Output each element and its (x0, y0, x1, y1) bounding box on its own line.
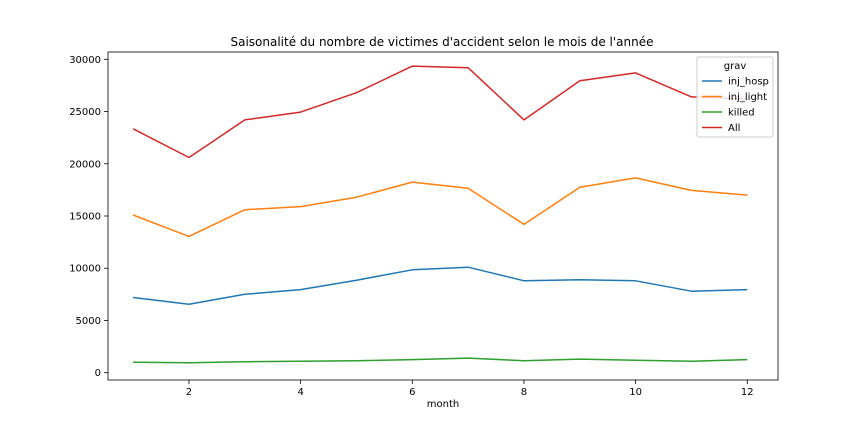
x-tick-label: 8 (521, 387, 527, 398)
x-axis-label: month (427, 399, 459, 410)
y-tick-label: 0 (95, 368, 101, 379)
y-tick-label: 20000 (69, 159, 101, 170)
x-tick-label: 12 (741, 387, 754, 398)
x-tick-label: 10 (629, 387, 642, 398)
series-line-killed (133, 357, 748, 364)
x-tick-label: 2 (186, 387, 192, 398)
series-layer (132, 65, 748, 364)
x-tick-label: 4 (297, 387, 303, 398)
legend-entry: All (728, 123, 740, 134)
y-tick-label: 15000 (69, 212, 101, 223)
series-line-inj-light (132, 177, 748, 238)
x-tick-label: 6 (409, 387, 415, 398)
legend-entry: inj_hosp (728, 77, 769, 88)
plot-frame (107, 51, 779, 381)
chart-title: Saisonalité du nombre de victimes d'acci… (230, 35, 653, 49)
y-tick-label: 5000 (76, 316, 101, 327)
series-line-all (132, 65, 748, 159)
series-line-inj-hosp (133, 266, 748, 306)
legend-box (696, 56, 774, 138)
y-tick-label: 30000 (69, 55, 101, 66)
legend-title: grav (724, 61, 747, 72)
y-tick-label: 25000 (69, 107, 101, 118)
y-tick-label: 10000 (69, 264, 101, 275)
y-axis-ticks: 0 5000 10000 15000 20000 25000 30000 (69, 55, 108, 379)
legend-entry: inj_light (728, 92, 767, 103)
legend-entry: killed (728, 108, 755, 119)
x-axis-ticks: 2 4 6 8 10 12 (186, 380, 754, 398)
